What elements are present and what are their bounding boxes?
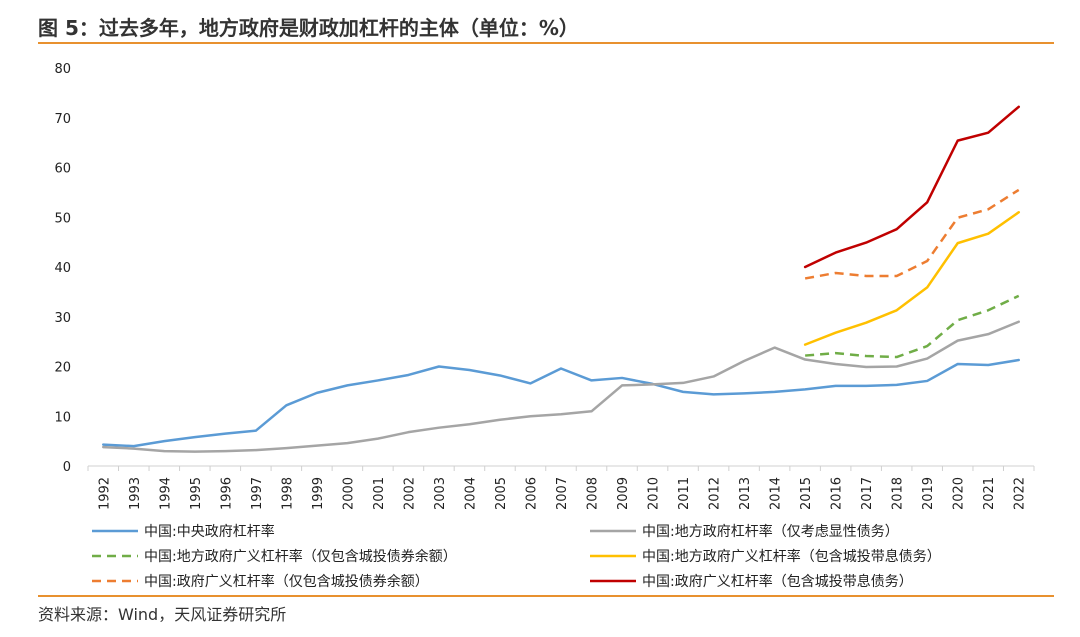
x-tick-label: 2013 [738,477,753,510]
x-tick-label: 2002 [402,477,417,510]
legend-label-3: 中国:地方政府广义杠杆率（仅包含城投债券余额） [144,548,457,565]
x-tick-label: 1998 [280,477,295,510]
series-line-4 [803,211,1020,346]
y-tick-label: 20 [54,361,71,376]
legend-label-6: 中国:政府广义杠杆率（包含城投带息债务） [642,573,913,590]
bottom-divider [38,595,1054,597]
x-tick-label: 2022 [1013,477,1028,510]
y-tick-label: 30 [54,311,71,326]
series-line-5 [804,188,1020,280]
x-tick-label: 2014 [769,477,784,510]
x-tick-label: 1993 [128,477,143,510]
y-tick-label: 70 [54,112,71,127]
top-divider [38,42,1054,44]
x-tick-label: 1997 [250,477,265,510]
series-line-3 [805,294,1020,359]
x-tick-label: 2005 [494,477,509,510]
series-line-2 [102,320,1020,453]
x-tick-label: 2003 [433,477,448,510]
x-tick-label: 2001 [372,477,387,510]
y-tick-label: 80 [54,62,71,77]
x-tick-label: 1994 [158,477,173,510]
y-tick-label: 10 [54,410,71,425]
source-note: 资料来源：Wind，天风证券研究所 [38,605,287,624]
x-tick-label: 2008 [586,477,601,510]
x-tick-label: 2004 [463,477,478,510]
x-tick-label: 2019 [921,477,936,510]
x-tick-label: 1996 [219,477,234,510]
legend-label-1: 中国:中央政府杠杆率 [144,523,275,540]
legend-label-2: 中国:地方政府杠杆率（仅考虑显性债务） [642,523,899,540]
x-tick-label: 2012 [708,477,723,510]
y-tick-label: 40 [54,261,71,276]
x-tick-label: 2011 [677,477,692,510]
x-tick-label: 2006 [524,477,539,510]
legend-label-5: 中国:政府广义杠杆率（仅包含城投债券余额） [144,573,429,590]
x-tick-label: 1999 [311,477,326,510]
x-tick-label: 2020 [952,477,967,510]
y-tick-label: 60 [54,162,71,177]
x-tick-label: 2000 [341,477,356,510]
legend-label-4: 中国:地方政府广义杠杆率（包含城投带息债务） [642,548,941,565]
y-tick-label: 0 [63,460,71,475]
x-tick-label: 2016 [830,477,845,510]
series-line-6 [803,105,1020,269]
x-tick-label: 2009 [616,477,631,510]
x-tick-label: 1992 [97,477,112,510]
chart-title: 图 5：过去多年，地方政府是财政加杠杆的主体（单位：%） [38,16,579,40]
x-tick-label: 2010 [647,477,662,510]
x-tick-label: 2015 [799,477,814,510]
x-tick-label: 2007 [555,477,570,510]
x-tick-label: 2018 [891,477,906,510]
series-line-1 [102,358,1020,448]
y-tick-label: 50 [54,211,71,226]
x-tick-label: 2017 [860,477,875,510]
x-tick-label: 2021 [982,477,997,510]
x-tick-label: 1995 [189,477,204,510]
